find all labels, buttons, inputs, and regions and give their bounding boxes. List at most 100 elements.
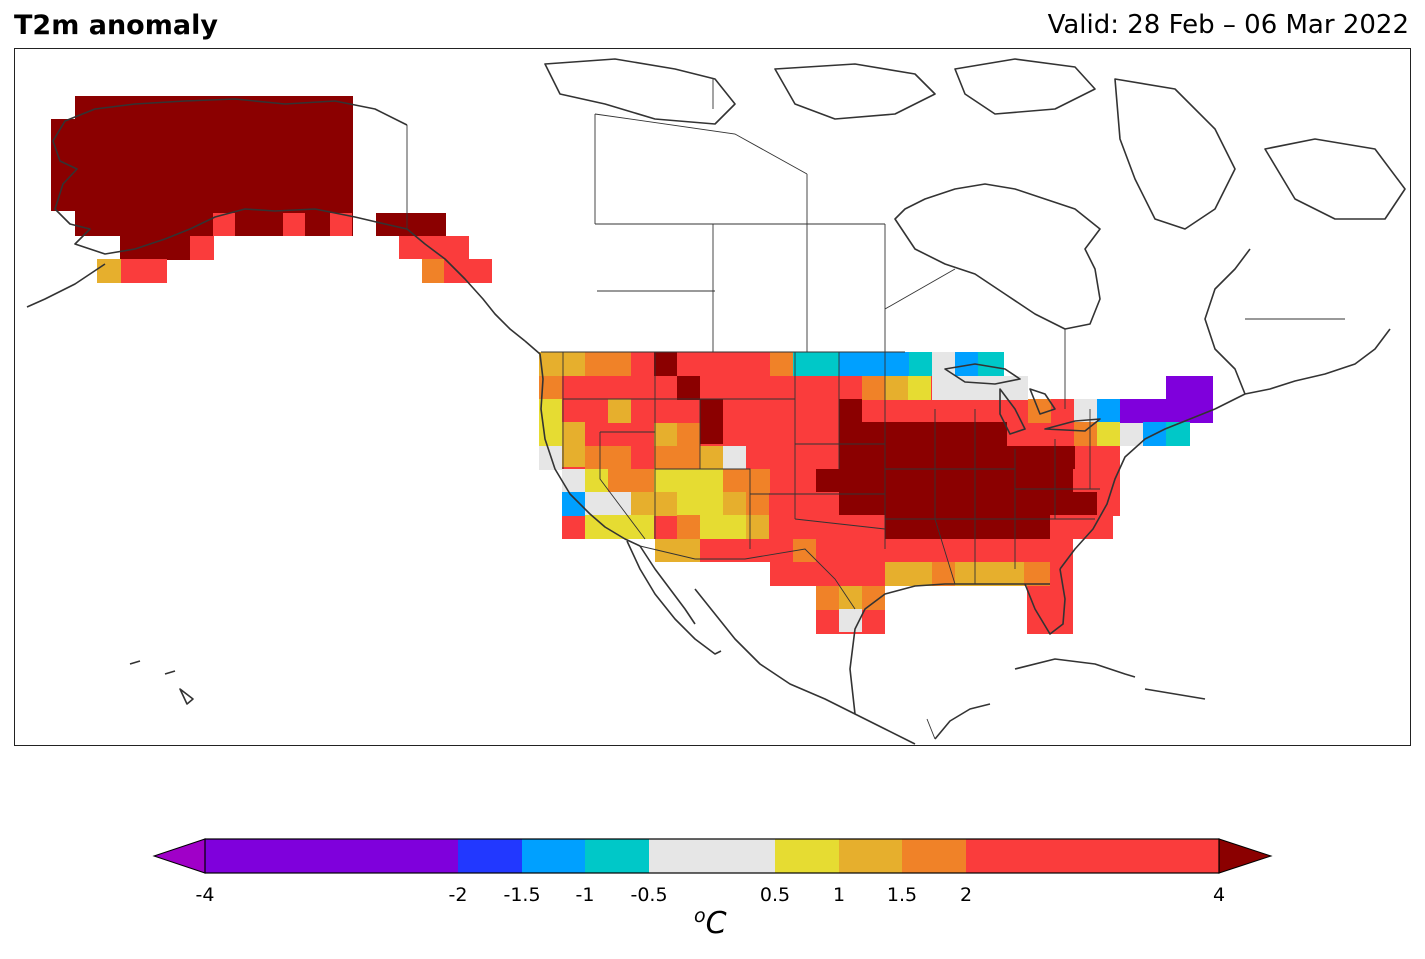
anomaly-cell [1073, 539, 1113, 634]
anomaly-cell [585, 492, 631, 516]
anomaly-cell [562, 422, 585, 467]
anomaly-map [14, 48, 1411, 746]
colorbar-tick-label: 4 [1212, 884, 1226, 906]
colorbar-tick-label: 1.5 [886, 884, 918, 906]
anomaly-cell [677, 492, 700, 516]
colorbar [150, 836, 1275, 876]
anomaly-cell [723, 492, 746, 516]
anomaly-cell [862, 586, 885, 610]
anomaly-cell [1027, 586, 1073, 632]
anomaly-cell [1024, 562, 1050, 586]
anomaly-cell [908, 376, 931, 400]
anomaly-cell [562, 469, 585, 493]
anomaly-cell [932, 562, 955, 586]
colorbar-tick-label: -1 [575, 884, 595, 906]
anomaly-cell [677, 515, 700, 539]
anomaly-cell [700, 399, 723, 444]
colorbar-tick-label: 2 [959, 884, 973, 906]
colorbar-under-arrow [152, 838, 206, 874]
anomaly-cell [700, 446, 723, 470]
anomaly-cell [376, 213, 446, 236]
anomaly-cell [1166, 422, 1190, 446]
anomaly-cell [608, 469, 654, 493]
anomaly-cell [1097, 422, 1120, 446]
anomaly-cell [885, 562, 932, 586]
unit-superscript: o [694, 905, 706, 927]
unit-base: C [705, 906, 727, 941]
colorbar-over-arrow [1218, 838, 1273, 874]
anomaly-cell [793, 352, 839, 376]
unit-label: oC [694, 905, 727, 941]
anomaly-cell [677, 376, 700, 400]
colorbar-tick-label: 0.5 [759, 884, 791, 906]
coastlines [26, 58, 1406, 745]
anomaly-cell [562, 539, 585, 634]
colorbar-bin [902, 839, 966, 873]
anomaly-cell [839, 586, 862, 610]
anomaly-cell [120, 236, 190, 260]
anomaly-cell [75, 96, 353, 236]
anomaly-cell [1074, 422, 1097, 446]
anomaly-cell [816, 469, 1073, 492]
anomaly-cell [816, 586, 839, 610]
anomaly-cell [885, 586, 1027, 634]
colorbar-bin [775, 839, 839, 873]
anomaly-cell [746, 492, 769, 516]
anomaly-cell [1074, 399, 1097, 423]
anomaly-cell [862, 376, 885, 400]
anomaly-cell [700, 539, 770, 562]
map-title: T2m anomaly [14, 10, 218, 41]
colorbar-bin [649, 839, 775, 873]
colorbar-bin [585, 839, 649, 873]
anomaly-cell [654, 562, 770, 634]
anomaly-cell [422, 259, 444, 283]
anomaly-cell [190, 236, 214, 260]
anomaly-cell [539, 376, 562, 400]
anomaly-cell [793, 539, 816, 563]
anomaly-cell [97, 259, 121, 283]
anomaly-cell [839, 492, 1097, 515]
anomaly-cell [1097, 446, 1120, 516]
colorbar-bin [839, 839, 902, 873]
anomaly-cell [585, 539, 655, 634]
colorbar-bin [205, 839, 458, 873]
colorbar-bin [522, 839, 585, 873]
anomaly-cell [631, 515, 654, 539]
anomaly-cell [654, 423, 677, 447]
anomaly-cell [1166, 376, 1213, 423]
anomaly-cell [746, 515, 769, 539]
anomaly-cell [562, 492, 585, 516]
anomaly-cell [932, 352, 955, 376]
anomaly-cell [978, 352, 1004, 376]
anomaly-cell [770, 562, 816, 586]
anomaly-cell [978, 562, 1024, 586]
anomaly-cell [399, 236, 469, 259]
political-borders [406, 79, 1345, 740]
colorbar-tick-label: -2 [448, 884, 468, 906]
colorbar-bin [458, 839, 522, 873]
anomaly-cell [885, 376, 908, 400]
anomaly-cell [955, 352, 978, 376]
anomaly-cell [654, 469, 724, 493]
anomaly-cell [1097, 399, 1120, 423]
colorbar-tick-label: -4 [195, 884, 215, 906]
anomaly-cell [330, 213, 352, 236]
anomaly-cell [1120, 422, 1143, 446]
anomaly-cell [723, 469, 770, 493]
anomaly-cell [585, 515, 608, 539]
colorbar-graphic [152, 838, 1273, 874]
anomaly-cell [654, 446, 700, 470]
anomaly-cell [700, 515, 746, 539]
anomaly-cell [909, 352, 932, 376]
anomaly-cell [631, 492, 654, 516]
anomaly-cell [839, 399, 862, 423]
colorbar-frame [204, 838, 1220, 874]
anomaly-cell [585, 352, 631, 376]
anomaly-cell [677, 423, 700, 447]
anomaly-cell [770, 352, 793, 376]
anomaly-cell [608, 399, 631, 423]
anomaly-cell [213, 213, 235, 236]
anomaly-cell [770, 586, 816, 634]
anomaly-cell [700, 492, 723, 516]
colorbar-tick-label: 1 [832, 884, 846, 906]
